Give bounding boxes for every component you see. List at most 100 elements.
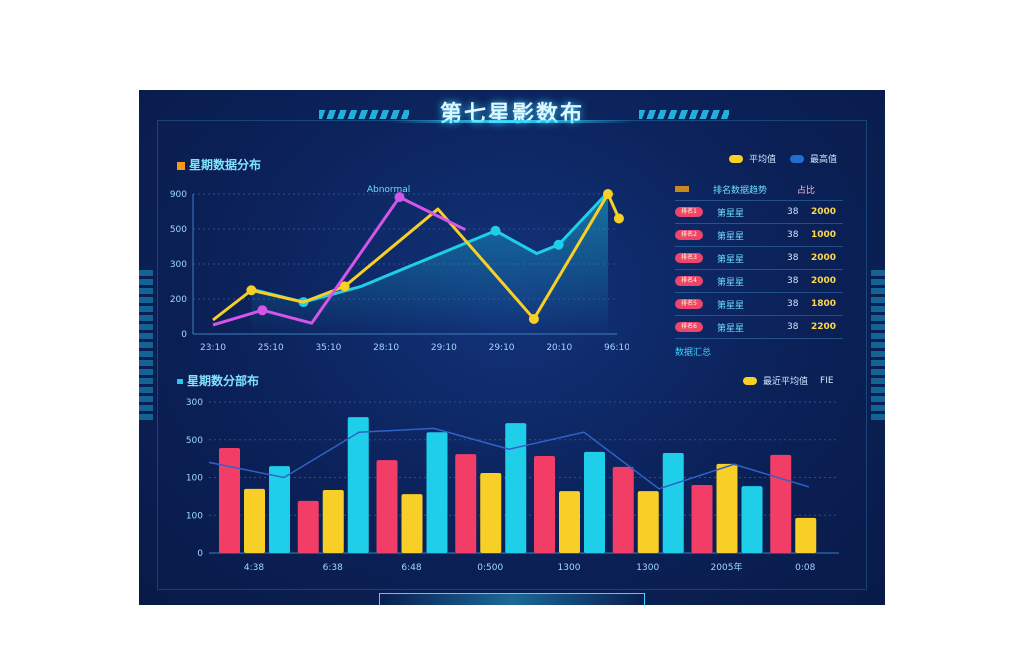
x-tick-label: 1300 — [636, 563, 659, 573]
bar-chart-title-text: 星期数分部布 — [187, 374, 260, 388]
data-point — [257, 305, 268, 316]
y-tick-label: 300 — [186, 398, 203, 408]
x-tick-label: 4:38 — [244, 563, 264, 573]
bar-red — [297, 500, 319, 553]
data-point — [394, 192, 405, 203]
bar-cyan — [584, 451, 605, 553]
x-tick-label: 35:10 — [315, 343, 341, 353]
data-point — [246, 285, 257, 296]
data-point — [553, 239, 564, 250]
table-row: 排名4 第星星 38 2000 — [675, 270, 843, 293]
row-name: 第星星 — [717, 254, 745, 265]
y-tick-label: 200 — [170, 295, 187, 305]
bar-cyan — [741, 486, 763, 553]
bar-red — [534, 455, 555, 553]
page-title: 第七星影数布 — [439, 102, 584, 127]
bar-yellow — [480, 472, 502, 553]
table-row: 排名1 第星星 38 2000 — [675, 201, 843, 224]
table-row: 排名3 第星星 38 2000 — [675, 247, 843, 270]
y-tick-label: 0 — [181, 330, 187, 340]
table-header-cell: 占比 — [797, 185, 816, 196]
dashboard-panel: 第七星影数布 星期数据分布 0 200 300 500 900 23:10 25:10 35:… — [139, 90, 885, 605]
bar-yellow — [401, 494, 423, 553]
footer-decoration — [379, 593, 645, 605]
bar-cyan — [269, 466, 290, 553]
row-count: 38 — [787, 299, 799, 309]
series-line-yellow — [212, 192, 621, 322]
bar-cyan — [426, 432, 448, 553]
rank-badge: 排名1 — [675, 207, 703, 217]
bar-cyan — [505, 423, 527, 553]
y-tick-label: 500 — [170, 225, 187, 235]
row-value: 2200 — [811, 322, 837, 332]
bar-legend: 最近平均值 FIE — [743, 374, 834, 387]
bar-cyan — [347, 417, 369, 553]
bar-red — [770, 454, 792, 553]
rank-badge: 排名3 — [675, 253, 703, 263]
row-count: 38 — [787, 322, 799, 332]
y-tick-label: 100 — [186, 511, 203, 521]
bar-yellow — [559, 491, 580, 553]
row-value: 2000 — [811, 207, 837, 217]
row-name: 第星星 — [717, 277, 745, 288]
row-count: 38 — [787, 276, 799, 286]
bar-red — [376, 460, 398, 553]
side-decoration — [139, 270, 153, 420]
series-line-magenta — [212, 195, 467, 327]
x-tick-label: 6:38 — [323, 563, 343, 573]
x-tick-label: 1300 — [558, 563, 581, 573]
x-tick-label: 2005年 — [711, 561, 743, 573]
row-count: 38 — [787, 230, 799, 240]
data-point — [528, 313, 539, 324]
y-tick-label: 500 — [186, 436, 203, 446]
legend-label: 最高值 — [810, 155, 838, 165]
row-name: 第星星 — [717, 208, 745, 219]
row-value: 2000 — [811, 253, 837, 263]
legend-label: 平均值 — [749, 155, 777, 165]
row-name: 第星星 — [717, 323, 745, 334]
data-point — [490, 225, 501, 236]
legend-swatch — [790, 154, 805, 163]
ranking-table: 排名数据趋势 占比 排名1 第星星 38 2000 排名2 第星星 38 1000 排名3 第星星… — [675, 178, 843, 358]
x-tick-label: 23:10 — [200, 343, 226, 353]
legend-swatch — [743, 376, 757, 385]
legend-swatch — [729, 154, 743, 163]
data-point — [602, 189, 613, 199]
row-count: 38 — [787, 253, 799, 263]
title-underline — [389, 120, 635, 123]
table-header-cell: 排名数据趋势 — [713, 185, 768, 196]
bar-chart-title: 星期数分部布 — [177, 372, 259, 389]
header-swatch — [675, 186, 689, 192]
x-tick-label: 0:08 — [795, 563, 815, 573]
x-tick-label: 28:10 — [373, 343, 399, 353]
line-chart-title: 星期数据分布 — [177, 156, 261, 173]
bar-red — [455, 454, 477, 553]
data-point — [613, 213, 624, 224]
table-footer: 数据汇总 — [675, 348, 712, 358]
table-row: 排名6 第星星 38 2200 — [675, 316, 843, 339]
x-tick-label: 6:48 — [401, 563, 421, 573]
row-value: 1000 — [811, 230, 837, 240]
top-legend: 平均值 最高值 — [729, 152, 837, 165]
table-row: 排名5 第星星 38 1800 — [675, 293, 843, 316]
table-header: 排名数据趋势 占比 — [675, 178, 843, 201]
x-tick-label: 20:10 — [546, 343, 572, 353]
legend-label: 最近平均值 — [763, 377, 809, 387]
x-tick-label: 29:10 — [489, 343, 515, 353]
header-decoration — [319, 110, 409, 119]
bar-yellow — [795, 517, 817, 553]
rank-badge: 排名5 — [675, 299, 703, 309]
bar-yellow — [637, 491, 659, 553]
header-decoration — [639, 110, 729, 119]
x-tick-label: 96:10 — [604, 343, 629, 353]
rank-badge: 排名2 — [675, 230, 703, 240]
legend-unit: FIE — [820, 375, 834, 386]
y-tick-label: 300 — [170, 260, 187, 270]
annotation: Abnormal — [367, 185, 410, 195]
row-count: 38 — [787, 207, 799, 217]
line-chart-title-text: 星期数据分布 — [189, 158, 262, 172]
x-tick-label: 25:10 — [258, 343, 284, 353]
row-value: 1800 — [811, 299, 837, 309]
rank-badge: 排名6 — [675, 322, 703, 332]
bar-red — [219, 448, 240, 553]
